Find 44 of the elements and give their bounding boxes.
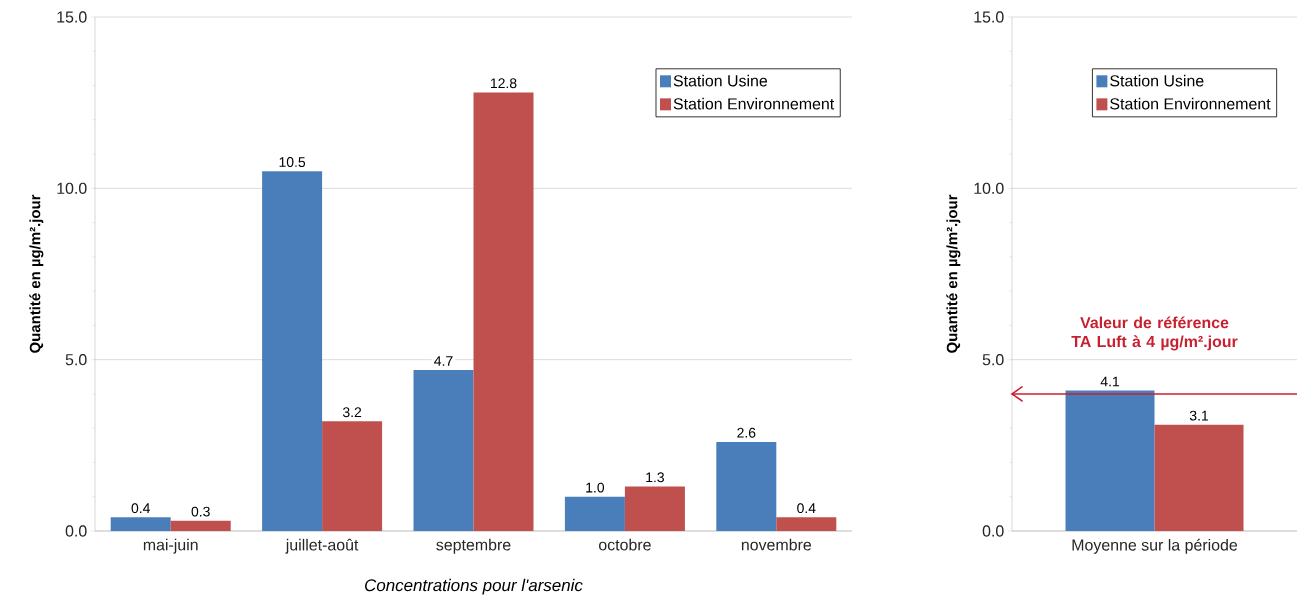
data-label: 3.1 bbox=[1189, 410, 1209, 421]
data-label: 12.8 bbox=[490, 78, 517, 89]
bar bbox=[776, 517, 837, 531]
data-label: 0.4 bbox=[797, 503, 816, 514]
data-label: 1.3 bbox=[646, 472, 664, 483]
bar bbox=[262, 171, 323, 531]
bar bbox=[473, 92, 534, 531]
legend-label: Station Environnement bbox=[1110, 97, 1271, 110]
x-tick-label: septembre bbox=[436, 538, 511, 554]
data-label: 4.7 bbox=[434, 356, 453, 366]
x-tick-label: mai-juin bbox=[143, 538, 198, 554]
y-tick-label: 15.0 bbox=[974, 11, 1004, 23]
y-tick-label: 10.0 bbox=[57, 182, 87, 194]
bar bbox=[170, 520, 231, 531]
data-label: 0.4 bbox=[131, 503, 150, 514]
y-tick-label: 10.0 bbox=[974, 182, 1004, 194]
legend-label: Station Usine bbox=[1110, 74, 1204, 87]
x-tick-label: juillet-août bbox=[285, 538, 359, 554]
data-label: 3.2 bbox=[342, 407, 362, 418]
bar bbox=[413, 369, 474, 531]
x-tick-label: novembre bbox=[741, 538, 812, 551]
y-tick-label: 5.0 bbox=[65, 354, 87, 366]
y-tick-label: 15.0 bbox=[57, 11, 87, 23]
x-tick-label: Moyenne sur la période bbox=[1072, 538, 1238, 554]
bar bbox=[110, 517, 171, 531]
y-tick-label: 5.0 bbox=[982, 354, 1004, 366]
x-axis-title: Concentrations pour l'arsenic bbox=[365, 578, 583, 595]
bar bbox=[716, 441, 777, 531]
data-label: 4.1 bbox=[1100, 376, 1120, 387]
data-label: 10.5 bbox=[279, 157, 306, 167]
ref-line-label: Valeur de référence TA Luft à 4 µg/m².jour bbox=[1071, 316, 1238, 351]
data-label: 0.3 bbox=[191, 506, 210, 517]
bar bbox=[322, 421, 383, 531]
y-axis-title: Quantité en µg/m².jour bbox=[29, 194, 44, 353]
legend-label: Station Usine bbox=[673, 74, 768, 87]
y-tick-label: 0.0 bbox=[65, 525, 87, 537]
y-tick-label: 0.0 bbox=[982, 525, 1004, 537]
data-label: 2.6 bbox=[737, 427, 756, 438]
y-axis-title: Quantité en µg/m².jour bbox=[946, 194, 961, 353]
data-label: 1.0 bbox=[586, 482, 605, 493]
bar bbox=[564, 496, 625, 531]
x-tick-label: octobre bbox=[598, 538, 651, 551]
legend-label: Station Environnement bbox=[673, 97, 835, 110]
bar bbox=[624, 486, 685, 531]
